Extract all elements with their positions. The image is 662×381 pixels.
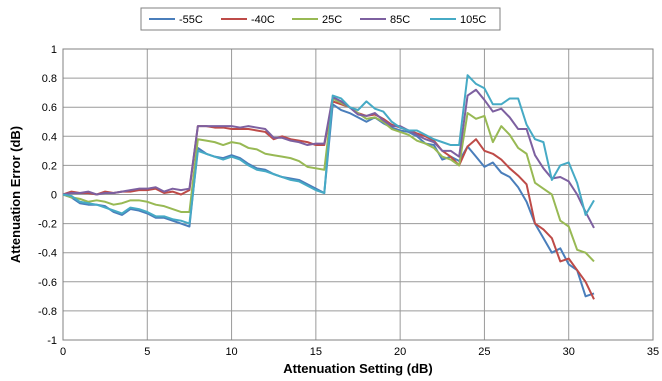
y-tick-label: -0.8 — [38, 306, 57, 318]
series-line — [62, 74, 595, 225]
x-tick-label: 35 — [647, 346, 659, 358]
y-tick-label: 0.8 — [42, 73, 57, 85]
legend-label: -55C — [179, 14, 203, 26]
x-tick-label: 15 — [310, 346, 322, 358]
y-tick-label: 0 — [51, 190, 57, 202]
legend: -55C -40C 25C 85C 105C — [140, 7, 501, 31]
y-tick-label: 0.4 — [42, 131, 57, 143]
y-tick-label: -1 — [47, 335, 57, 347]
y-tick-label: -0.6 — [38, 277, 57, 289]
y-axis-label: Attenuation Error (dB) — [8, 126, 23, 263]
legend-box — [140, 7, 501, 31]
y-tick-label: 0.6 — [42, 102, 57, 114]
x-tick-label: 30 — [563, 346, 575, 358]
x-tick-label: 20 — [394, 346, 406, 358]
y-tick-label: 1 — [51, 44, 57, 56]
x-tick-label: 10 — [225, 346, 237, 358]
legend-label: 85C — [390, 14, 410, 26]
y-tick-label: -0.2 — [38, 219, 57, 231]
legend-label: 105C — [460, 14, 486, 26]
legend-label: 25C — [322, 14, 342, 26]
grid — [62, 48, 654, 341]
y-tick-label: 0.2 — [42, 160, 57, 172]
x-tick-label: 25 — [478, 346, 490, 358]
y-tick-label: -0.4 — [38, 248, 57, 260]
series-lines — [62, 74, 595, 300]
legend-label: -40C — [251, 14, 275, 26]
x-tick-label: 0 — [60, 346, 66, 358]
x-tick-label: 5 — [144, 346, 150, 358]
x-axis-label: Attenuation Setting (dB) — [283, 361, 432, 376]
tick-labels: -1-0.8-0.6-0.4-0.200.20.40.60.810 5 10 15 20… — [38, 44, 659, 358]
series-line — [62, 88, 595, 229]
